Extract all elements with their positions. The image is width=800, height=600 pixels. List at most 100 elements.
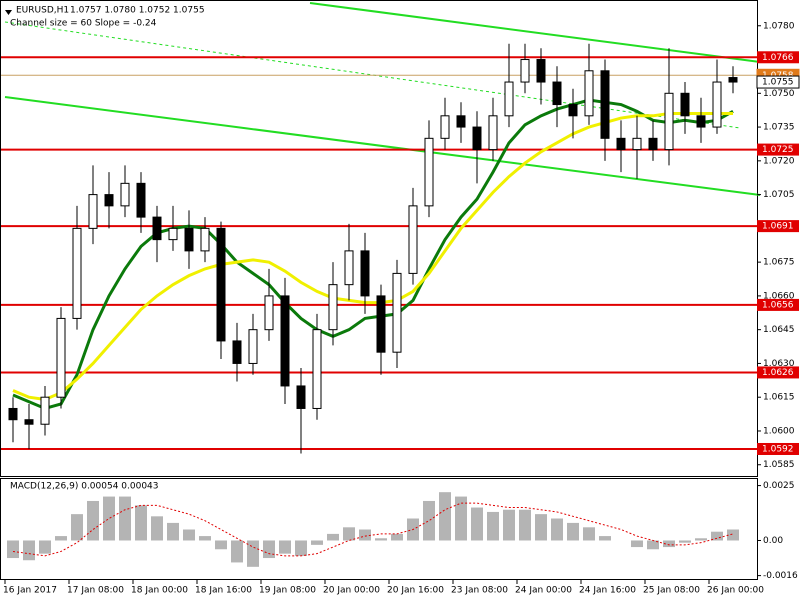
candle-body [200, 227, 210, 252]
macd-signal [12, 502, 734, 557]
macd-bar [167, 522, 179, 541]
x-tick-label: 17 Jan 08:00 [67, 586, 124, 596]
macd-bar [567, 522, 579, 541]
macd-bar [423, 500, 435, 541]
candle-body [456, 115, 466, 128]
x-tick-label: 20 Jan 00:00 [323, 586, 380, 596]
candle-body [568, 104, 578, 117]
candle-body [552, 81, 562, 106]
macd-bar [695, 538, 707, 541]
candle-body [104, 194, 114, 207]
candle-body [440, 115, 450, 139]
macd-bar [295, 540, 307, 556]
level-box [757, 143, 799, 156]
candle-body [88, 194, 98, 229]
candle-body [584, 70, 594, 117]
macd-bar [343, 527, 355, 541]
candle-body [120, 182, 130, 207]
macd-bar [311, 540, 323, 545]
channel-annotation: Channel size = 60 Slope = -0.24 [10, 19, 157, 29]
candle-body [600, 70, 610, 139]
candle-body [184, 227, 194, 252]
macd-bar [247, 540, 259, 567]
macd-bar [711, 531, 723, 541]
macd-bar [631, 540, 643, 548]
candle-body [24, 419, 34, 425]
x-tick-label: 19 Jan 08:00 [259, 586, 316, 596]
macd-bar [551, 518, 563, 541]
ohlc-header: 1.0757 1.0780 1.0752 1.0755 [70, 6, 205, 16]
candle-body [312, 329, 322, 409]
candle-body [216, 227, 226, 342]
candle-body [328, 284, 338, 331]
candle-body [504, 81, 514, 117]
candle-body [72, 227, 82, 319]
candle-body [264, 295, 274, 331]
macd-bar [151, 516, 163, 541]
macd-bar [327, 533, 339, 541]
candle-body [232, 340, 242, 364]
macd-bar [503, 509, 515, 541]
macd-panel-frame [0, 478, 758, 580]
macd-bar [215, 540, 227, 550]
x-tick-label: 24 Jan 16:00 [579, 586, 636, 596]
candle-body [152, 216, 162, 241]
x-tick-label: 20 Jan 16:00 [387, 586, 444, 596]
level-label: 1.0626 [762, 368, 794, 378]
macd-bar [231, 540, 243, 563]
macd-bar [375, 538, 387, 541]
macd-bar [279, 540, 291, 554]
x-tick-label: 24 Jan 00:00 [515, 586, 572, 596]
candle-body [8, 407, 18, 421]
macd-bar [663, 540, 675, 548]
macd-bar [183, 529, 195, 541]
y-tick-label: 1.0645 [763, 325, 795, 335]
candle-body [56, 317, 66, 398]
macd-bar [679, 540, 691, 543]
macd-bar [471, 507, 483, 541]
x-tick-label: 18 Jan 16:00 [195, 586, 252, 596]
price-label: 1.0755 [762, 78, 794, 88]
y-tick-label: 0.0025 [763, 481, 795, 491]
macd-bar [727, 529, 739, 541]
candle-body [408, 205, 418, 274]
level-label: 1.0691 [762, 222, 794, 232]
candle-body [280, 295, 290, 387]
macd-bar [7, 540, 19, 559]
symbol-title: EURUSD,H1 [16, 6, 69, 16]
candle-body [472, 126, 482, 151]
candle-body [296, 385, 306, 409]
level-label: 1.0592 [762, 444, 794, 454]
channel-line [4, 96, 761, 196]
macd-bar [391, 533, 403, 541]
macd-bar [439, 492, 451, 541]
y-tick-label: 1.0735 [763, 123, 795, 133]
x-tick-label: 16 Jan 2017 [3, 586, 57, 596]
channel-mid-line [4, 21, 741, 129]
y-tick-label: 1.0705 [763, 190, 795, 200]
macd-bar [535, 514, 547, 541]
y-tick-label: 1.0585 [763, 460, 795, 470]
candle-body [360, 250, 370, 297]
candle-body [728, 77, 738, 83]
moving-average [12, 112, 733, 402]
level-box [757, 298, 799, 311]
candle-body [248, 329, 258, 364]
channel-line [309, 2, 761, 63]
candle-body [664, 92, 674, 151]
price-box [756, 75, 800, 89]
candle-body [632, 137, 642, 151]
macd-bar [71, 514, 83, 541]
candle-body [376, 295, 386, 353]
candle-body [680, 92, 690, 117]
macd-bar [455, 496, 467, 541]
candle-body [712, 81, 722, 128]
candle-body [648, 137, 658, 151]
macd-bar [119, 496, 131, 541]
candle-body [168, 227, 178, 241]
moving-average [12, 98, 734, 411]
symbol-menu-icon [5, 10, 12, 15]
level-box [757, 51, 799, 64]
macd-bar [103, 496, 115, 541]
